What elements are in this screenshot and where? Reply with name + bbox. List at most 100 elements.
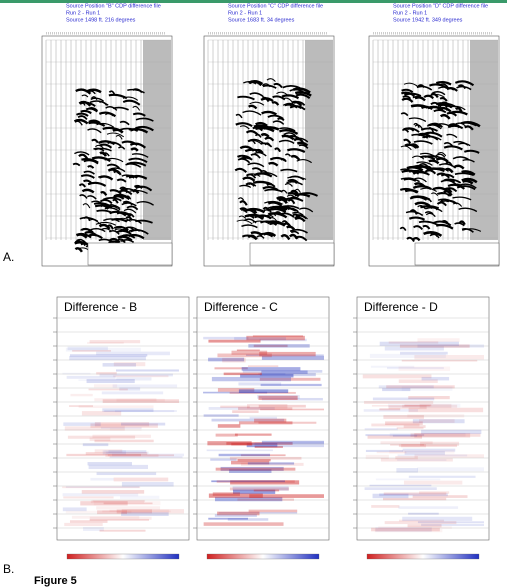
difference-band bbox=[218, 453, 271, 457]
tick-mark: | bbox=[306, 31, 307, 35]
seismic-trace bbox=[424, 155, 440, 160]
tick-mark: | bbox=[459, 31, 460, 35]
seismic-trace bbox=[428, 159, 440, 165]
tick-mark: | bbox=[222, 31, 223, 35]
tick-mark: | bbox=[156, 31, 157, 35]
seismic-trace bbox=[241, 234, 257, 240]
caption: Figure 5 bbox=[34, 575, 77, 587]
tick-mark: | bbox=[152, 31, 153, 35]
difference-band bbox=[94, 439, 154, 443]
tick-mark: | bbox=[401, 31, 402, 35]
difference-band bbox=[101, 391, 164, 395]
seismic-trace bbox=[440, 179, 458, 186]
difference-band bbox=[62, 486, 141, 489]
tick-mark: | bbox=[108, 31, 109, 35]
seismic-trace bbox=[126, 205, 139, 211]
tick-mark: | bbox=[224, 31, 225, 35]
seismic-trace bbox=[121, 187, 129, 194]
seismic-trace bbox=[431, 91, 446, 96]
seismic-trace bbox=[272, 120, 285, 125]
difference-band bbox=[80, 501, 128, 506]
tick-mark: | bbox=[463, 31, 464, 35]
difference-band bbox=[102, 363, 136, 367]
seismic-trace bbox=[443, 189, 453, 197]
seismic-trace bbox=[282, 85, 303, 90]
tick-mark: | bbox=[320, 31, 321, 35]
difference-band bbox=[400, 351, 448, 355]
seismic-trace bbox=[126, 161, 147, 167]
tick-mark: | bbox=[451, 31, 452, 35]
seismic-trace bbox=[278, 129, 299, 135]
difference-band bbox=[371, 423, 420, 427]
tick-mark: | bbox=[318, 31, 319, 35]
tick-mark: | bbox=[439, 31, 440, 35]
seismic-trace bbox=[125, 162, 142, 168]
difference-band bbox=[64, 522, 103, 527]
tick-mark: | bbox=[443, 31, 444, 35]
seismic-trace bbox=[283, 132, 297, 137]
difference-band bbox=[247, 404, 288, 409]
tick-mark: | bbox=[208, 31, 209, 35]
difference-band bbox=[89, 437, 111, 442]
tick-mark: | bbox=[387, 31, 388, 35]
seismic-trace bbox=[113, 169, 122, 176]
seismic-trace bbox=[294, 235, 308, 242]
difference-band bbox=[215, 467, 296, 471]
difference-band bbox=[380, 458, 453, 462]
header-text: Run 2 - Run 1 bbox=[228, 10, 262, 16]
difference-band bbox=[375, 527, 432, 532]
tick-mark: | bbox=[124, 31, 125, 35]
seismic-trace bbox=[239, 145, 255, 152]
seismic-trace bbox=[400, 112, 409, 117]
seismic-trace bbox=[293, 138, 304, 143]
tick-mark: | bbox=[46, 31, 47, 35]
seismic-trace bbox=[83, 216, 91, 222]
seismic-trace bbox=[259, 232, 274, 238]
tick-mark: | bbox=[455, 31, 456, 35]
difference-band bbox=[240, 462, 304, 466]
seismic-trace bbox=[454, 106, 463, 113]
difference-band bbox=[402, 516, 473, 521]
difference-band bbox=[217, 511, 260, 516]
seismic-trace bbox=[250, 153, 261, 159]
seismic-trace bbox=[420, 127, 438, 132]
difference-band bbox=[401, 359, 478, 362]
tick-mark: | bbox=[473, 31, 474, 35]
seismic-trace bbox=[237, 95, 255, 101]
difference-band bbox=[417, 521, 484, 524]
difference-band bbox=[261, 370, 308, 374]
seismic-trace bbox=[420, 205, 440, 210]
tick-mark: | bbox=[381, 31, 382, 35]
plots: Source Position "B" CDP difference fileR… bbox=[41, 3, 500, 560]
difference-band bbox=[259, 377, 321, 381]
seismic-trace bbox=[239, 200, 248, 206]
seismic-trace bbox=[128, 174, 148, 180]
seismic-trace bbox=[276, 91, 290, 97]
seismic-trace bbox=[85, 107, 98, 113]
difference-band bbox=[208, 407, 275, 410]
seismic-trace bbox=[277, 198, 288, 205]
difference-band bbox=[229, 487, 289, 491]
plot-title: Difference - D bbox=[364, 300, 438, 314]
difference-band bbox=[379, 493, 448, 497]
tick-mark: | bbox=[461, 31, 462, 35]
plot-frame bbox=[196, 296, 330, 541]
seismic-trace bbox=[437, 151, 447, 157]
difference-band bbox=[419, 403, 452, 409]
difference-band bbox=[384, 521, 457, 525]
difference-band bbox=[229, 469, 272, 473]
difference-band bbox=[246, 354, 324, 357]
difference-band bbox=[253, 489, 280, 492]
seismic-trace bbox=[74, 120, 83, 126]
seismic-trace bbox=[294, 188, 301, 194]
difference-band bbox=[89, 518, 150, 521]
seismic-trace bbox=[88, 119, 101, 124]
difference-band bbox=[112, 384, 178, 388]
seismic-trace bbox=[431, 192, 439, 197]
plot-title: Difference - B bbox=[64, 300, 137, 314]
tick-mark: | bbox=[314, 31, 315, 35]
tick-mark: | bbox=[485, 31, 486, 35]
seismic-trace bbox=[99, 151, 108, 157]
seismic-trace bbox=[404, 143, 418, 150]
tick-mark: | bbox=[296, 31, 297, 35]
